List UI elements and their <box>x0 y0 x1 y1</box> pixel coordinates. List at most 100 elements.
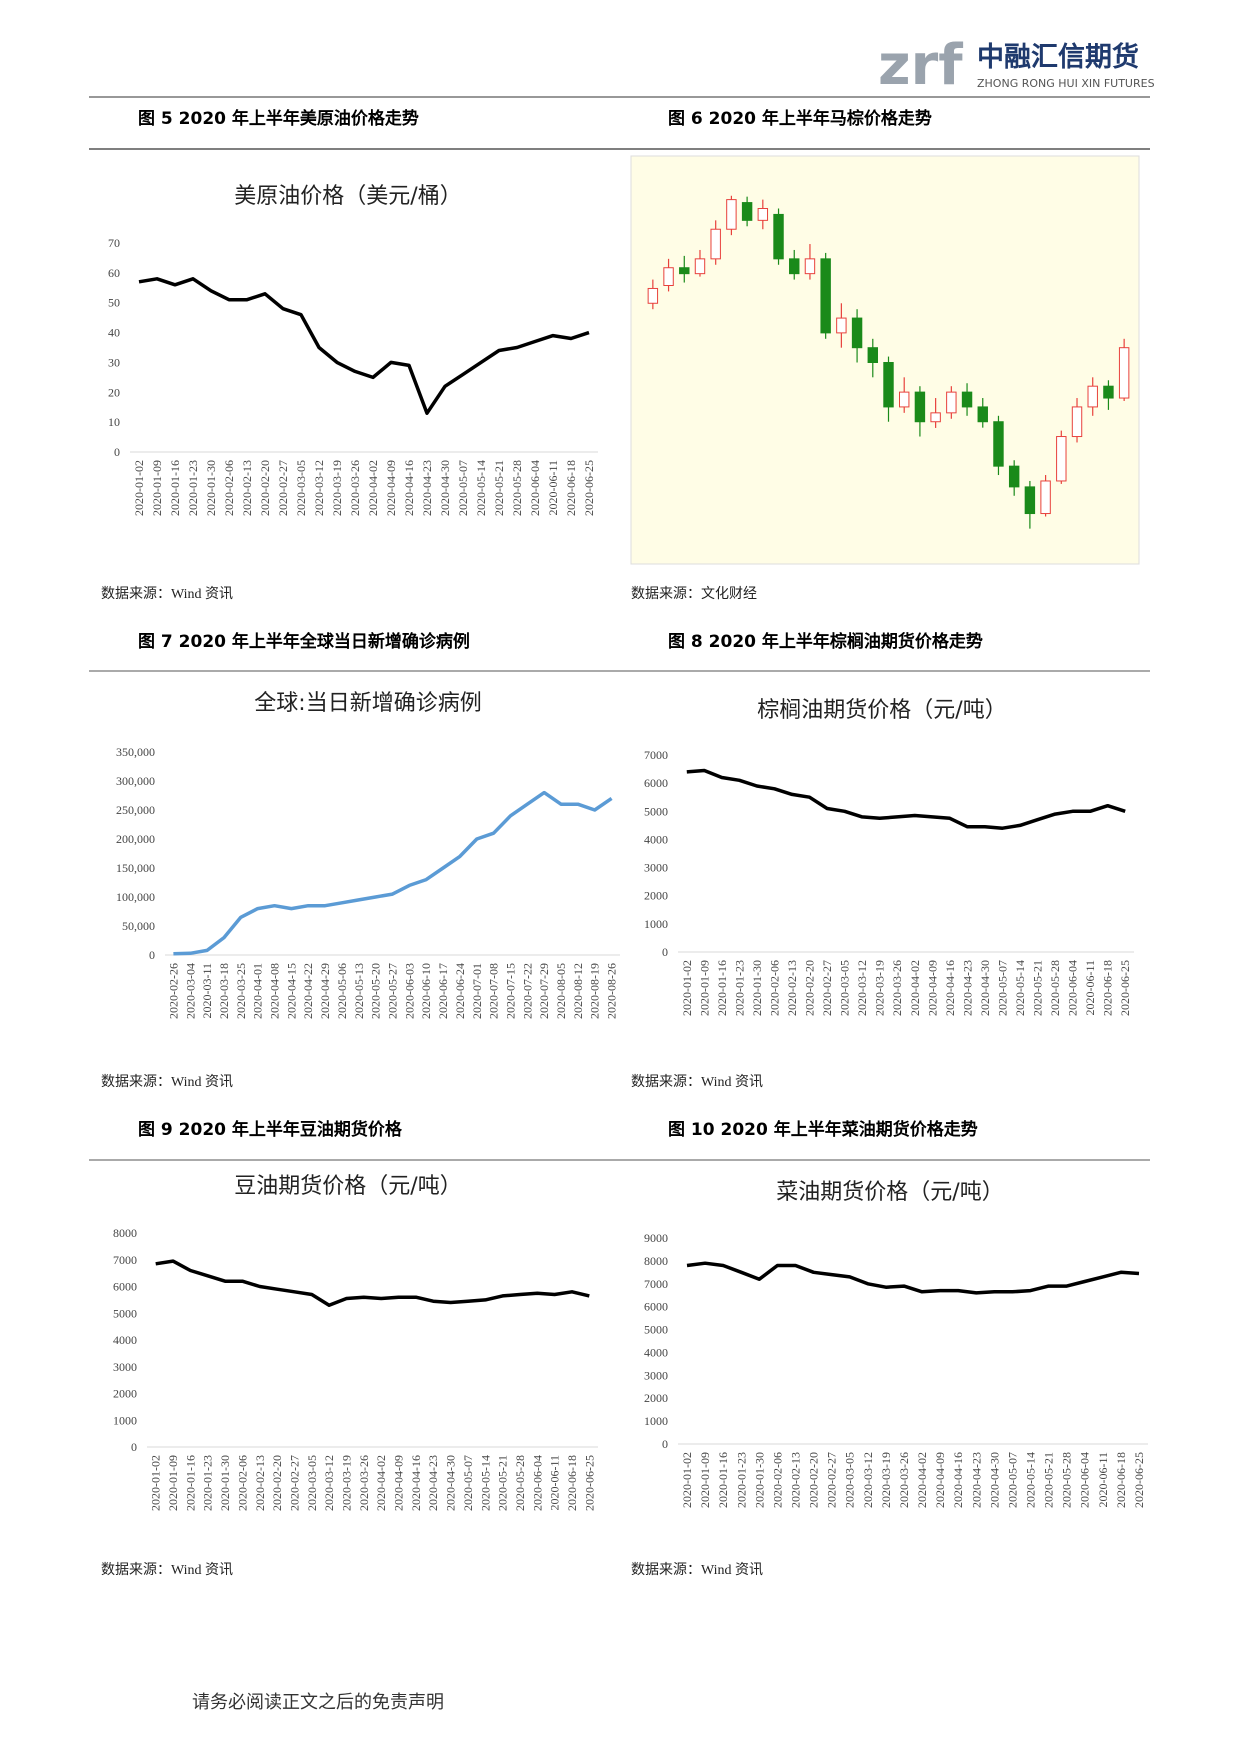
candle-body <box>1056 436 1067 482</box>
figure-source: 数据来源：Wind 资讯 <box>631 1074 763 1090</box>
x-tick-label: 2020-05-27 <box>386 963 400 1019</box>
figure-caption: 图 9 2020 年上半年豆油期货价格 <box>138 1119 403 1140</box>
x-tick-label: 2020-01-30 <box>218 1455 232 1511</box>
x-tick-label: 2020-06-25 <box>1132 1452 1146 1508</box>
x-tick-label: 2020-06-04 <box>530 1455 544 1511</box>
y-tick-label: 3000 <box>644 1368 668 1382</box>
x-tick-label: 2020-04-09 <box>384 460 398 516</box>
figure-caption: 图 7 2020 年上半年全球当日新增确诊病例 <box>138 631 470 652</box>
candle-body <box>1071 406 1083 438</box>
x-tick-label: 2020-04-30 <box>444 1455 458 1511</box>
x-tick-label: 2020-05-21 <box>492 460 506 516</box>
x-tick-label: 2020-02-20 <box>270 1455 284 1511</box>
x-tick-label: 2020-04-09 <box>925 960 939 1016</box>
x-tick-label: 2020-04-30 <box>987 1452 1001 1508</box>
x-tick-label: 2020-01-02 <box>132 460 146 516</box>
x-tick-label: 2020-06-11 <box>546 460 560 516</box>
x-tick-label: 2020-03-26 <box>357 1455 371 1511</box>
chart-title: 菜油期货价格（元/吨） <box>776 1180 1003 1205</box>
y-tick-label: 7000 <box>644 1277 668 1291</box>
x-tick-label: 2020-03-26 <box>348 460 362 516</box>
y-tick-label: 60 <box>108 266 120 280</box>
candle-body <box>1087 385 1098 408</box>
chart-title: 美原油价格（美元/桶） <box>234 184 461 209</box>
x-tick-label: 2020-04-15 <box>284 963 298 1019</box>
x-tick-label: 2020-02-13 <box>253 1455 267 1511</box>
y-tick-label: 2000 <box>113 1387 137 1401</box>
x-tick-label: 2020-05-07 <box>1005 1452 1019 1508</box>
figure-caption: 图 6 2020 年上半年马棕价格走势 <box>668 108 932 129</box>
x-tick-label: 2020-03-26 <box>897 1452 911 1508</box>
x-tick-label: 2020-05-21 <box>1031 960 1045 1016</box>
candle-body <box>836 317 847 334</box>
x-tick-label: 2020-03-05 <box>294 460 308 516</box>
y-tick-label: 150,000 <box>116 861 155 875</box>
y-tick-label: 4000 <box>644 1345 668 1359</box>
y-tick-label: 50,000 <box>122 919 155 933</box>
x-tick-label: 2020-03-19 <box>339 1455 353 1511</box>
y-tick-label: 8000 <box>113 1226 137 1240</box>
x-tick-label: 2020-03-19 <box>879 1452 893 1508</box>
x-tick-label: 2020-04-16 <box>951 1452 965 1508</box>
x-tick-label: 2020-08-12 <box>571 963 585 1019</box>
x-tick-label: 2020-01-30 <box>752 1452 766 1508</box>
x-tick-label: 2020-06-11 <box>1096 1452 1110 1508</box>
x-tick-label: 2020-04-30 <box>438 460 452 516</box>
x-tick-label: 2020-01-16 <box>183 1455 197 1511</box>
y-tick-label: 1000 <box>644 1414 668 1428</box>
candle-body <box>694 258 706 275</box>
candle-body <box>647 287 659 304</box>
y-tick-label: 6000 <box>644 776 668 790</box>
y-tick-label: 0 <box>131 1440 137 1454</box>
x-tick-label: 2020-01-02 <box>680 960 694 1016</box>
x-tick-label: 2020-01-09 <box>166 1455 180 1511</box>
y-tick-label: 70 <box>108 236 120 250</box>
x-tick-label: 2020-07-08 <box>487 963 501 1019</box>
x-tick-label: 2020-04-02 <box>915 1452 929 1508</box>
x-tick-label: 2020-01-02 <box>680 1452 694 1508</box>
x-tick-label: 2020-05-14 <box>1013 960 1027 1016</box>
x-tick-label: 2020-06-25 <box>1118 960 1132 1016</box>
y-tick-label: 6000 <box>644 1300 668 1314</box>
x-tick-label: 2020-03-19 <box>330 460 344 516</box>
x-tick-label: 2020-06-04 <box>528 460 542 516</box>
x-tick-label: 2020-04-23 <box>960 960 974 1016</box>
x-tick-label: 2020-04-02 <box>908 960 922 1016</box>
x-tick-label: 2020-06-25 <box>582 460 596 516</box>
x-tick-label: 2020-03-05 <box>843 1452 857 1508</box>
candle-body <box>914 391 926 423</box>
figure-source: 数据来源：Wind 资讯 <box>101 1074 233 1090</box>
x-tick-label: 2020-05-21 <box>496 1455 510 1511</box>
x-tick-label: 2020-04-09 <box>933 1452 947 1508</box>
x-tick-label: 2020-06-25 <box>582 1455 596 1511</box>
x-tick-label: 2020-06-11 <box>548 1455 562 1511</box>
y-tick-label: 50 <box>108 296 120 310</box>
y-tick-label: 40 <box>108 326 120 340</box>
x-tick-label: 2020-04-16 <box>402 460 416 516</box>
x-tick-label: 2020-05-14 <box>474 460 488 516</box>
x-tick-label: 2020-05-28 <box>510 460 524 516</box>
x-tick-label: 2020-06-18 <box>565 1455 579 1511</box>
x-tick-label: 2020-03-26 <box>890 960 904 1016</box>
x-tick-label: 2020-02-13 <box>240 460 254 516</box>
x-tick-label: 2020-02-26 <box>166 963 180 1019</box>
x-tick-label: 2020-05-20 <box>369 963 383 1019</box>
y-tick-label: 6000 <box>113 1280 137 1294</box>
y-tick-label: 2000 <box>644 1391 668 1405</box>
footer-disclaimer: 请务必阅读正文之后的免责声明 <box>192 1692 444 1712</box>
figure-caption: 图 10 2020 年上半年菜油期货价格走势 <box>668 1119 978 1140</box>
x-tick-label: 2020-01-09 <box>697 960 711 1016</box>
x-tick-label: 2020-04-09 <box>392 1455 406 1511</box>
x-tick-label: 2020-05-21 <box>1042 1452 1056 1508</box>
chart-background <box>630 155 1140 565</box>
x-tick-label: 2020-02-27 <box>287 1455 301 1511</box>
x-tick-label: 2020-05-14 <box>1024 1452 1038 1508</box>
x-tick-label: 2020-01-16 <box>168 460 182 516</box>
y-tick-label: 0 <box>662 945 668 959</box>
x-tick-label: 2020-02-06 <box>770 1452 784 1508</box>
y-tick-label: 1000 <box>644 917 668 931</box>
y-tick-label: 2000 <box>644 889 668 903</box>
x-tick-label: 2020-01-16 <box>715 960 729 1016</box>
y-tick-label: 0 <box>662 1437 668 1451</box>
x-tick-label: 2020-03-04 <box>183 963 197 1019</box>
